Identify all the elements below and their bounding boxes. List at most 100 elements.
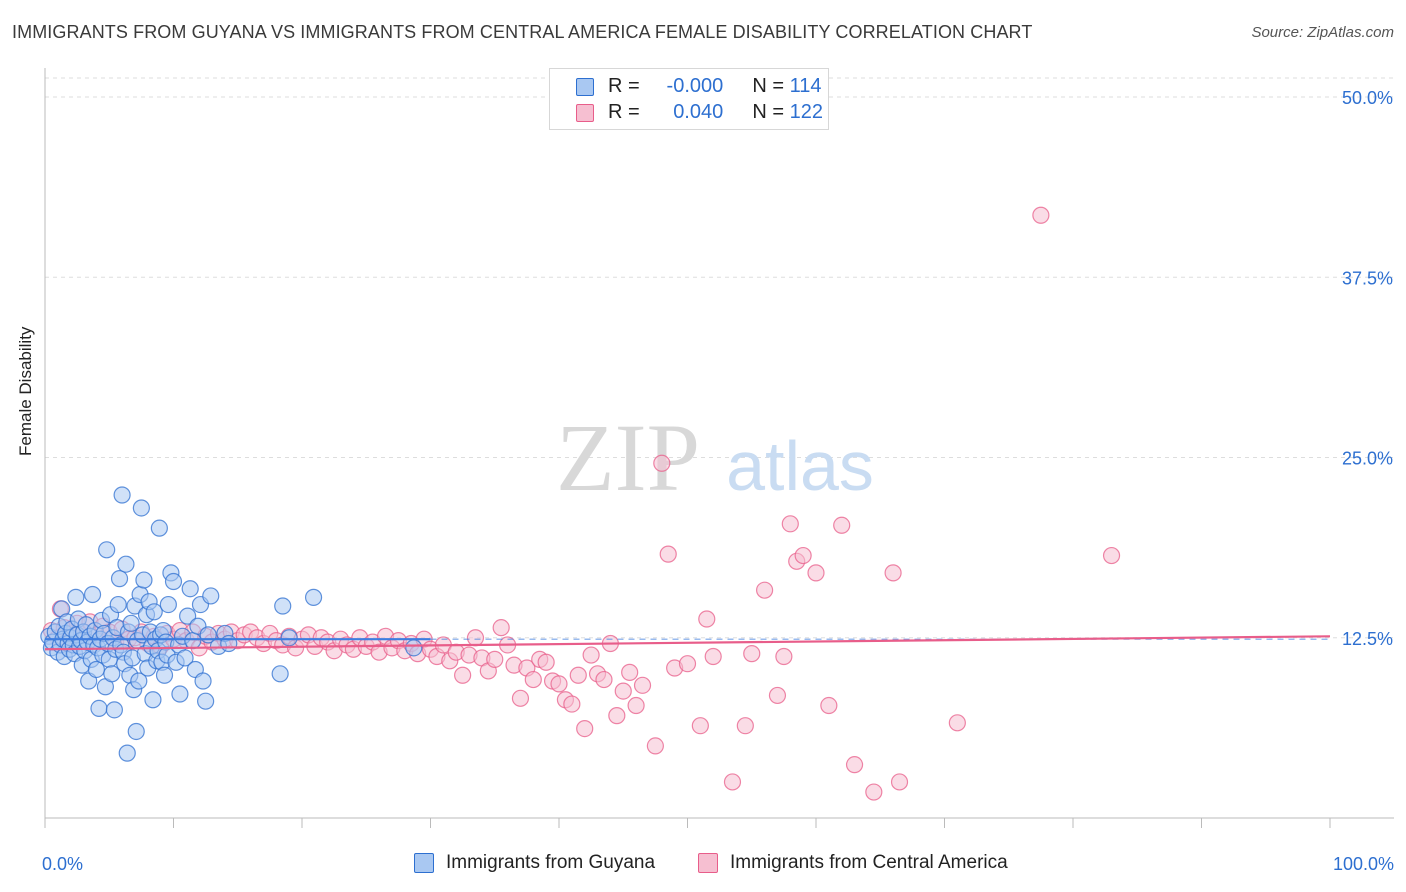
central-america-swatch (698, 853, 718, 873)
data-point (646, 737, 664, 755)
data-point (524, 670, 542, 689)
legend-label: Immigrants from Central America (730, 852, 1008, 873)
data-point (563, 695, 581, 713)
x-tick-label: 100.0% (1333, 854, 1394, 874)
data-point (105, 701, 123, 719)
data-point (90, 699, 108, 718)
y-tick-label: 50.0% (1342, 88, 1393, 108)
data-point (274, 597, 292, 615)
data-point (220, 634, 238, 653)
y-tick-label: 25.0% (1342, 449, 1393, 469)
data-point (884, 564, 902, 582)
data-point (197, 692, 215, 710)
data-point (110, 570, 129, 588)
n-value: 122 (789, 101, 823, 123)
y-tick-label: 37.5% (1342, 268, 1393, 288)
data-point (202, 587, 220, 605)
data-point (171, 685, 189, 703)
r-label: R = (608, 101, 640, 123)
tick-labels: 12.5% 25.0% 37.5% 50.0% 0.0% 100.0% (42, 88, 1394, 874)
data-point (132, 499, 150, 517)
data-point (845, 756, 864, 774)
data-point (678, 655, 697, 673)
data-point (569, 666, 587, 684)
data-point (304, 588, 323, 606)
source-credit: Source: ZipAtlas.com (1251, 24, 1394, 41)
data-point (127, 722, 145, 741)
data-point (627, 696, 645, 715)
data-point (130, 672, 148, 690)
r-value: 0.040 (673, 101, 724, 123)
n-label: N = (752, 75, 785, 97)
n-value: 114 (789, 75, 822, 97)
data-point (582, 646, 600, 664)
series-guyana-points (40, 486, 423, 762)
data-point (405, 639, 423, 657)
data-point (691, 717, 709, 735)
data-point (109, 595, 127, 614)
trend-line (44, 635, 1331, 651)
data-point (466, 629, 485, 647)
data-point (144, 691, 162, 709)
data-point (576, 719, 594, 738)
data-point (67, 588, 85, 606)
data-point (781, 515, 799, 533)
data-point (833, 516, 851, 534)
data-point (164, 572, 183, 591)
data-point (83, 585, 102, 604)
data-point (135, 571, 153, 589)
y-tick-label: 12.5% (1342, 629, 1393, 649)
data-point (176, 649, 194, 667)
grid-lines (45, 77, 1394, 639)
data-point (117, 555, 135, 573)
data-point (768, 686, 787, 705)
data-point (184, 632, 202, 650)
x-tick-label: 0.0% (42, 854, 83, 874)
r-label: R = (608, 75, 640, 97)
data-point (775, 647, 793, 666)
central-america-swatch (576, 104, 594, 122)
chart-title: IMMIGRANTS FROM GUYANA VS IMMIGRANTS FRO… (12, 22, 1033, 42)
data-point (608, 707, 626, 725)
data-point (181, 580, 199, 598)
axes (44, 68, 1394, 828)
data-point (1032, 206, 1050, 224)
data-point (145, 603, 163, 621)
data-point (492, 619, 510, 637)
data-point (122, 614, 140, 632)
data-point (948, 714, 966, 732)
data-point (755, 581, 774, 599)
data-point (280, 629, 298, 647)
trend-lines (44, 635, 1331, 651)
data-point (486, 650, 504, 668)
data-point (653, 454, 671, 472)
data-point (621, 663, 639, 681)
data-point (159, 595, 177, 614)
data-point (113, 486, 131, 504)
data-point (807, 564, 825, 582)
watermark-atlas: atlas (726, 427, 874, 505)
data-point (118, 744, 136, 762)
data-point (1102, 546, 1121, 565)
data-point (659, 545, 677, 563)
r-value: -0.000 (666, 75, 724, 97)
y-axis-label: Female Disability (16, 326, 35, 456)
data-point (698, 610, 716, 628)
data-point (179, 607, 197, 625)
data-point (865, 783, 883, 801)
data-point (271, 665, 289, 683)
data-point (98, 541, 116, 559)
n-label: N = (752, 101, 785, 123)
data-point (820, 696, 838, 715)
data-point (794, 546, 812, 565)
watermark-zip: ZIP (556, 404, 700, 511)
data-point (150, 519, 168, 537)
data-point (595, 670, 613, 689)
data-point (454, 666, 472, 684)
data-point (511, 689, 530, 707)
watermark: ZIP atlas (556, 404, 874, 511)
guyana-swatch (576, 78, 594, 96)
data-point (890, 773, 909, 791)
data-point (723, 773, 742, 791)
